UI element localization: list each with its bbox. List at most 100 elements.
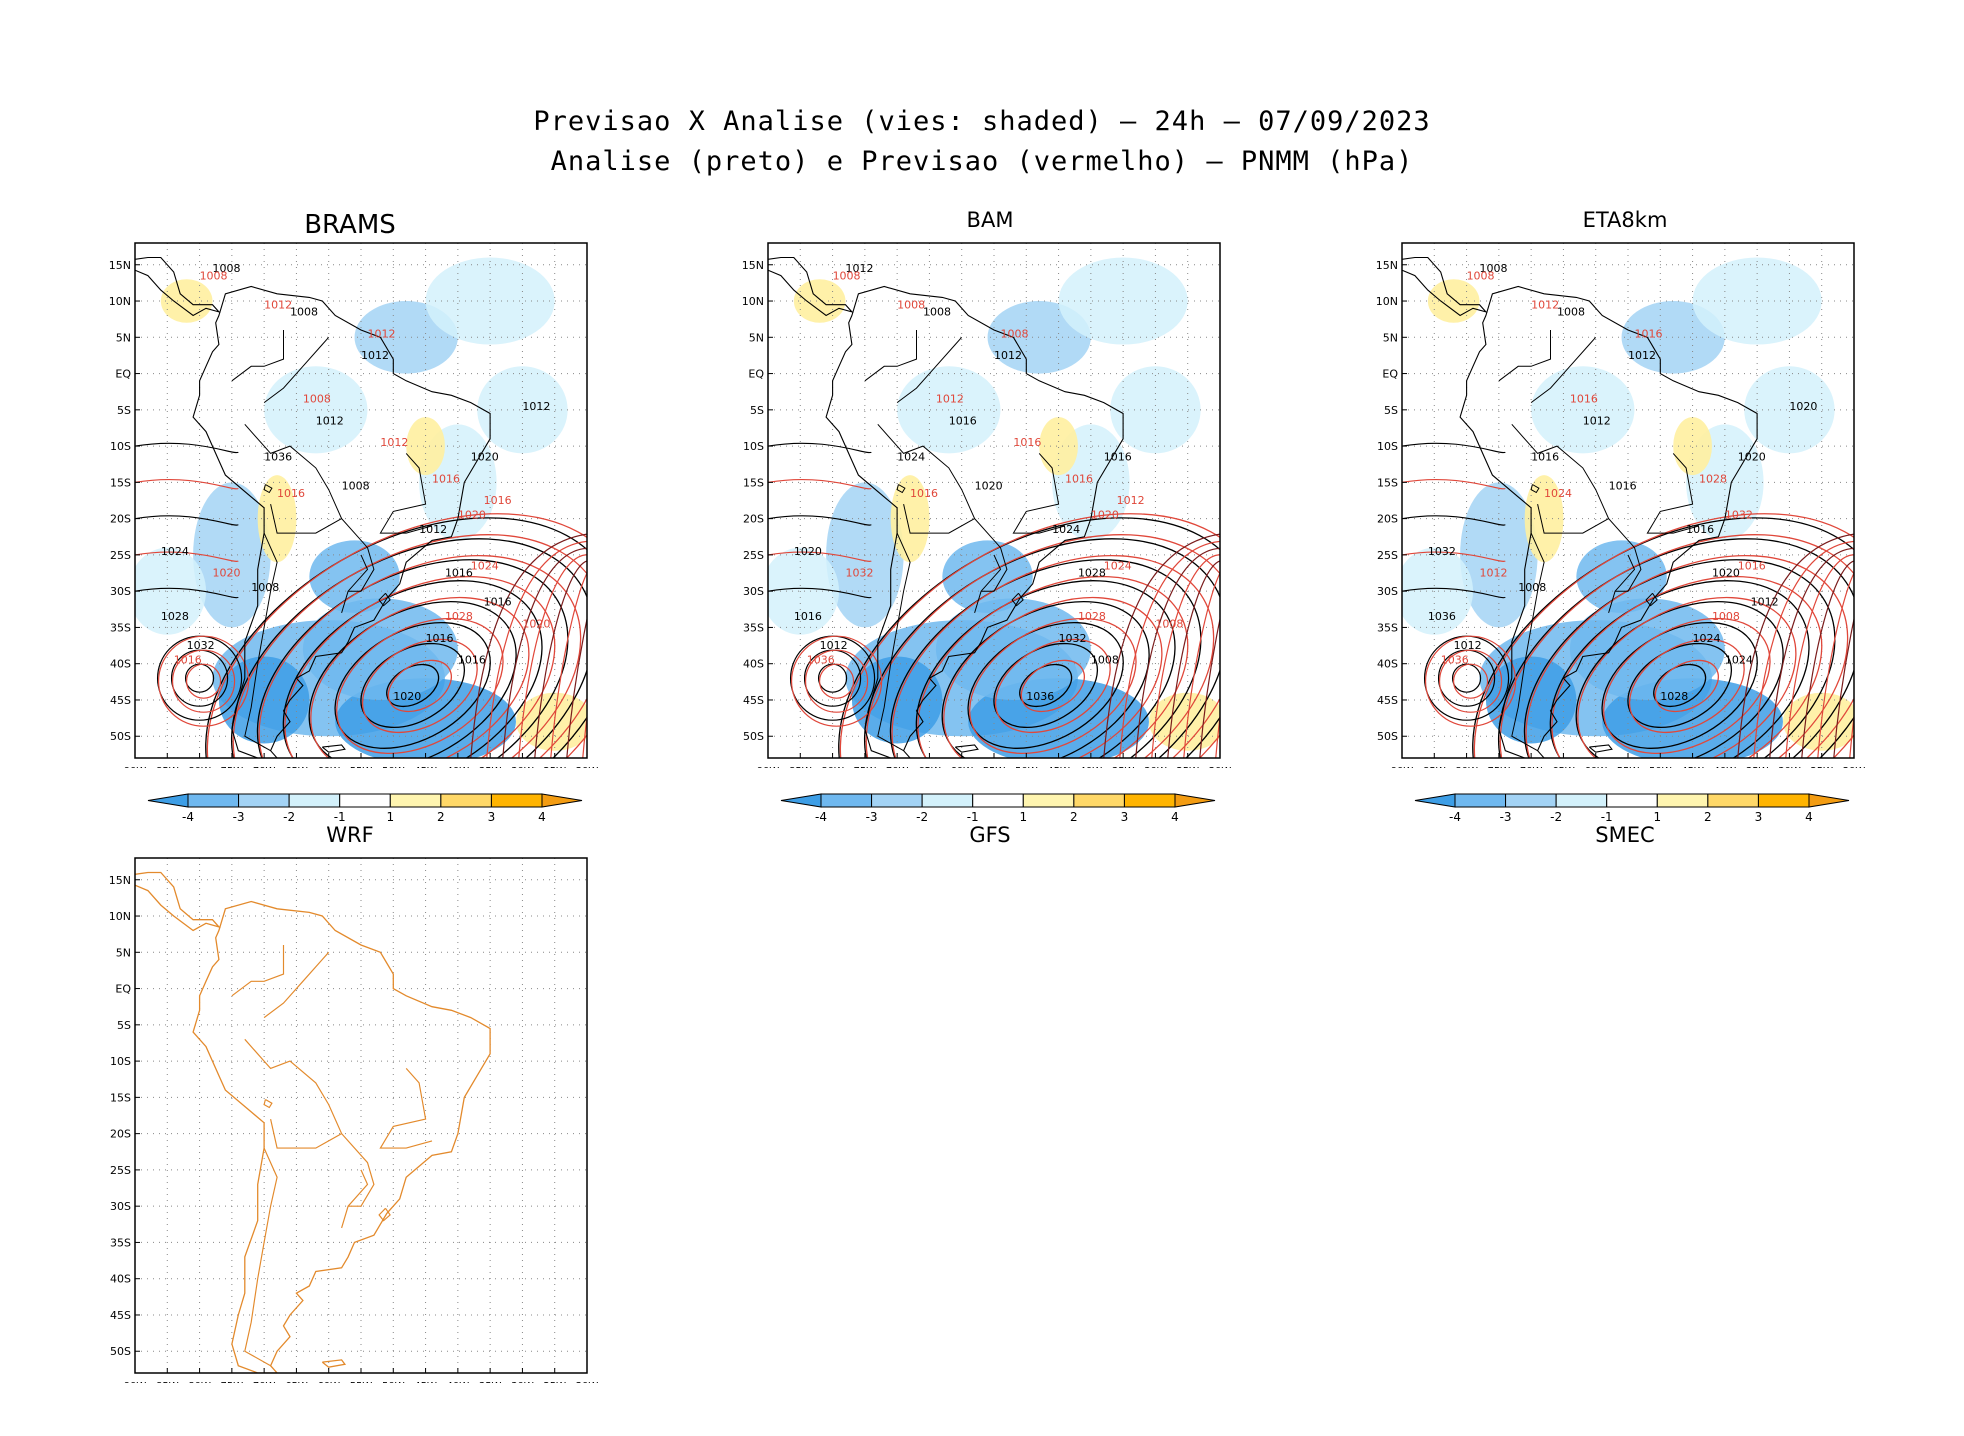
country-border (341, 554, 369, 614)
lat-tick-label: 5N (1383, 331, 1398, 344)
isobar-forecast (232, 534, 587, 758)
isobar-pacific (135, 551, 239, 562)
isobar-forecast (361, 638, 478, 734)
contour-label-forecast: 1008 (1000, 327, 1028, 340)
lat-tick-label: 15N (1376, 259, 1398, 272)
bias-shade-negative (1744, 366, 1835, 454)
contour-label-forecast: 1016 (1013, 436, 1041, 449)
contour-label-forecast: 1024 (1104, 559, 1132, 572)
bias-shade-positive (1039, 417, 1078, 476)
colorbar-label: 3 (1755, 810, 1763, 824)
lat-tick-label: 30S (110, 585, 131, 598)
lat-tick-label: 10S (110, 440, 131, 453)
contour-label-forecast: 1036 (807, 654, 835, 667)
lat-tick-label: 15S (743, 476, 764, 489)
contour-label-forecast: 1016 (277, 487, 305, 500)
country-border (974, 554, 1002, 614)
isobar-pacific (768, 587, 872, 599)
isobar-forecast (1452, 663, 1489, 699)
contour-label-analysis: 1016 (1104, 451, 1132, 464)
isobar-atlantic (486, 540, 587, 758)
lat-tick-label: 20S (110, 513, 131, 526)
contour-label-analysis: 1012 (419, 523, 447, 536)
colorbar-label: -1 (1601, 810, 1613, 824)
isobar-atlantic (1230, 591, 1238, 758)
contour-label-forecast: 1008 (1155, 617, 1183, 630)
lat-tick-label: EQ (115, 983, 131, 996)
isobar-atlantic (1183, 572, 1220, 758)
contour-label-forecast: 1008 (897, 298, 925, 311)
contour-label-forecast: 1020 (1091, 509, 1119, 522)
isobar-atlantic (1864, 594, 1872, 758)
contour-label-analysis: 1012 (316, 414, 344, 427)
contour-label-forecast: 1020 (458, 509, 486, 522)
colorbar-label: -2 (1550, 810, 1562, 824)
lat-tick-label: 45S (110, 694, 131, 707)
isobar-forecast (917, 575, 1189, 758)
bias-shade-negative (309, 540, 400, 613)
isobar-atlantic (1864, 597, 1872, 758)
contour-label-analysis: 1016 (949, 414, 977, 427)
isobar-forecast (1020, 659, 1085, 713)
lat-tick-label: 50S (110, 730, 131, 743)
lake-outline (1530, 484, 1540, 494)
isobar-pacific (135, 587, 239, 599)
contour-label-forecast: 1016 (1634, 327, 1662, 340)
lon-tick-label: 75W (854, 766, 877, 768)
lon-tick-label: 45W (1047, 766, 1070, 768)
country-border (1511, 423, 1642, 592)
colorbar-label: 1 (386, 810, 394, 824)
lake-outline (378, 592, 391, 607)
contour-label-analysis: 1036 (1428, 610, 1456, 623)
isobar-forecast (185, 663, 222, 699)
lat-tick-label: 5N (749, 331, 764, 344)
isobar-pacific (768, 515, 872, 526)
lon-tick-label: 20W (576, 1381, 599, 1383)
isobar-atlantic (1864, 587, 1872, 758)
isobar-atlantic (1737, 533, 1854, 758)
colorbar-segment (1707, 793, 1759, 808)
contour-label-forecast: 1012 (367, 327, 395, 340)
bias-shade-negative (942, 540, 1033, 613)
panel-title-brams: BRAMS (304, 210, 396, 240)
map-panel-brams: 1008100810121012100810121016101610201024… (109, 242, 605, 768)
contour-label-analysis: 1024 (897, 451, 925, 464)
colorbar-segment (972, 793, 1024, 808)
colorbar-segment (1606, 793, 1658, 808)
figure-title-line2: Analise (preto) e Previsao (vermelho) — … (550, 146, 1414, 177)
colorbar-label: 4 (538, 810, 546, 824)
isobar-forecast (206, 513, 587, 758)
isobar-pacific (135, 479, 239, 490)
lon-tick-label: 60W (1584, 766, 1607, 768)
isobar-forecast (839, 513, 1220, 758)
colorbar-segment (1073, 793, 1125, 808)
bias-shade-negative (1576, 540, 1667, 613)
colorbar-segment (490, 793, 543, 808)
isobar-pacific (768, 551, 872, 562)
lat-tick-label: 30S (743, 585, 764, 598)
contour-label-analysis: 1032 (1059, 632, 1087, 645)
lon-tick-label: 85W (156, 1381, 179, 1383)
isobar-atlantic (597, 580, 605, 758)
colorbar-segment (238, 793, 290, 808)
lon-tick-label: 75W (221, 766, 244, 768)
coastline-south-america (192, 900, 491, 1373)
lon-tick-label: 80W (188, 1381, 211, 1383)
lon-tick-label: 65W (1552, 766, 1575, 768)
lake-outline (1011, 592, 1024, 607)
contour-label-analysis: 1016 (458, 654, 486, 667)
contour-label-analysis: 1028 (161, 610, 189, 623)
colorbar-segment (389, 793, 442, 808)
lat-tick-label: 10S (743, 440, 764, 453)
isobar-forecast (994, 638, 1111, 734)
country-border (1511, 532, 1545, 752)
country-border (1646, 453, 1700, 534)
colorbar-label: -1 (334, 810, 346, 824)
isobar-forecast (258, 554, 582, 758)
isobar-pacific (768, 442, 872, 454)
lon-tick-label: 30W (511, 766, 534, 768)
bias-shade-positive (1673, 417, 1712, 476)
lon-tick-label: 40W (447, 1381, 470, 1383)
isobar-atlantic (597, 594, 605, 758)
contour-label-analysis: 1016 (1686, 523, 1714, 536)
